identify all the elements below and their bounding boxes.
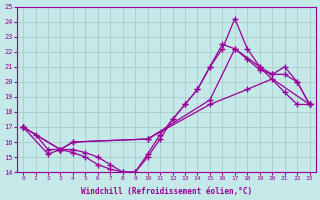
X-axis label: Windchill (Refroidissement éolien,°C): Windchill (Refroidissement éolien,°C) [81,187,252,196]
